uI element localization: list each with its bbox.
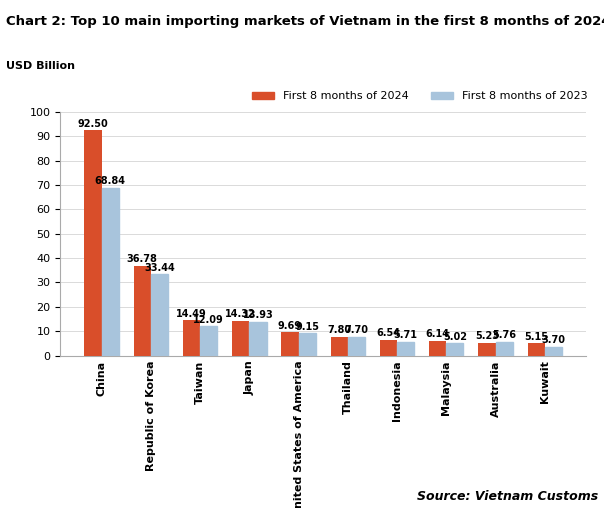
Bar xyxy=(495,341,513,356)
Text: 7.80: 7.80 xyxy=(327,325,351,335)
Text: USD Billion: USD Billion xyxy=(6,61,75,71)
Text: Source: Vietnam Customs: Source: Vietnam Customs xyxy=(417,490,598,503)
Text: 6.14: 6.14 xyxy=(426,329,449,339)
Text: 13.93: 13.93 xyxy=(243,310,273,320)
Bar xyxy=(429,341,446,356)
Bar xyxy=(101,188,119,356)
Bar xyxy=(545,346,562,356)
Bar xyxy=(133,266,151,356)
Text: 7.70: 7.70 xyxy=(344,325,368,335)
Text: 5.15: 5.15 xyxy=(524,332,548,341)
Text: 36.78: 36.78 xyxy=(127,255,158,265)
Bar xyxy=(183,320,200,356)
Text: 33.44: 33.44 xyxy=(144,263,175,273)
Bar xyxy=(527,343,545,356)
Bar xyxy=(232,321,249,356)
Bar xyxy=(249,322,266,356)
Bar xyxy=(298,333,316,356)
Text: 5.02: 5.02 xyxy=(443,332,467,342)
Bar xyxy=(151,274,168,356)
Text: 14.49: 14.49 xyxy=(176,309,207,319)
Text: 9.69: 9.69 xyxy=(278,321,302,331)
Text: 5.23: 5.23 xyxy=(475,331,499,341)
Text: 68.84: 68.84 xyxy=(95,176,126,186)
Text: 6.54: 6.54 xyxy=(376,328,400,338)
Legend: First 8 months of 2024, First 8 months of 2023: First 8 months of 2024, First 8 months o… xyxy=(248,87,593,106)
Bar xyxy=(380,340,397,356)
Bar xyxy=(330,337,348,356)
Text: 9.15: 9.15 xyxy=(295,322,319,332)
Bar xyxy=(281,332,298,356)
Bar xyxy=(85,130,101,356)
Bar xyxy=(478,343,495,356)
Text: Chart 2: Top 10 main importing markets of Vietnam in the first 8 months of 2024: Chart 2: Top 10 main importing markets o… xyxy=(6,15,604,28)
Text: 12.09: 12.09 xyxy=(193,314,224,325)
Text: 92.50: 92.50 xyxy=(77,118,108,129)
Text: 3.70: 3.70 xyxy=(541,335,565,345)
Text: 14.32: 14.32 xyxy=(225,309,256,319)
Bar xyxy=(397,342,414,356)
Bar xyxy=(348,337,365,356)
Text: 5.76: 5.76 xyxy=(492,330,516,340)
Bar xyxy=(200,326,217,356)
Bar xyxy=(446,343,463,356)
Text: 5.71: 5.71 xyxy=(394,330,417,340)
